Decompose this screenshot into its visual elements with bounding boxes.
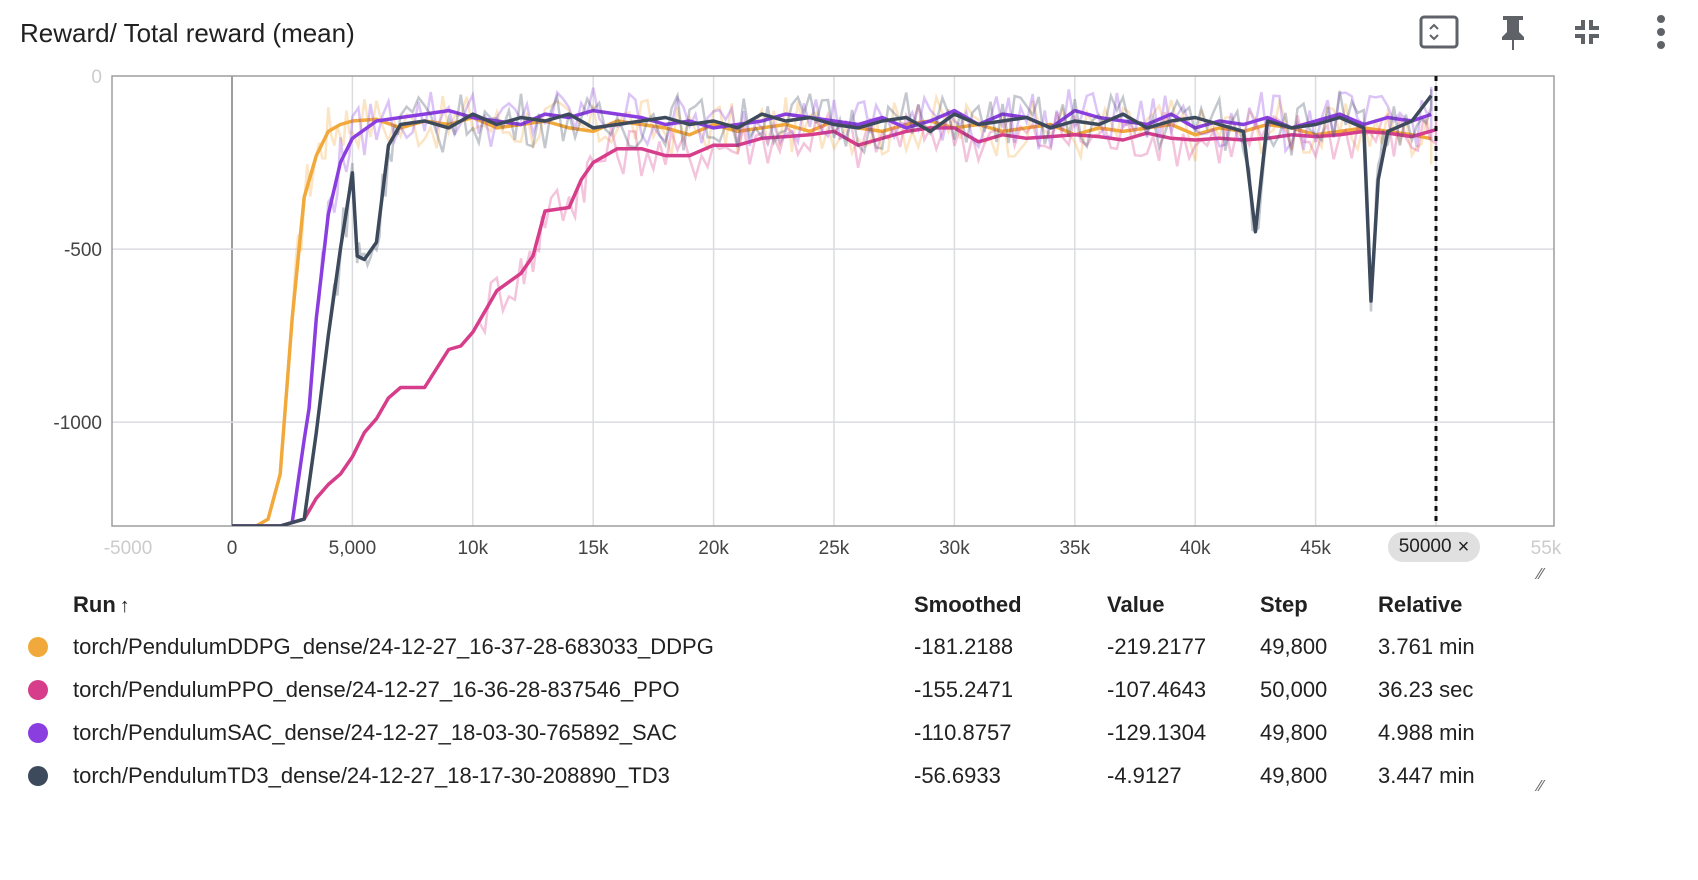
table-row[interactable]: torch/PendulumSAC_dense/24-12-27_18-03-3… — [20, 711, 1528, 754]
chart-toolbar — [1402, 12, 1698, 52]
table-row[interactable]: torch/PendulumPPO_dense/24-12-27_16-36-2… — [20, 668, 1528, 711]
series-group — [232, 104, 1438, 526]
x-tick-label: 5,000 — [329, 538, 377, 559]
collapse-icon — [1575, 20, 1599, 44]
pin-icon — [1502, 16, 1524, 50]
x-tick-label: 25k — [819, 538, 850, 559]
run-header-label: Run — [73, 592, 116, 617]
series-raw-line — [232, 86, 1433, 526]
run-color-dot — [28, 765, 48, 786]
line-chart[interactable]: 0 -500 -1000 -5000 0 5,000 10k 15k 20k 25k 30k 35k 4… — [0, 68, 1698, 568]
smoothed-column-header[interactable]: Smoothed — [914, 592, 1022, 617]
x-tick-label: 15k — [578, 538, 609, 559]
resize-handle-icon[interactable]: ⁄⁄ — [1538, 566, 1544, 583]
raw-value: -129.1304 — [1107, 719, 1207, 745]
series-line[interactable] — [232, 115, 1432, 527]
value-column-header[interactable]: Value — [1107, 592, 1165, 617]
relative-time: 3.447 min — [1378, 762, 1475, 788]
step-column-header[interactable]: Step — [1260, 592, 1308, 617]
smoothed-value: -56.6933 — [914, 762, 1001, 788]
smoothed-value: -110.8757 — [914, 719, 1012, 745]
step-value: 49,800 — [1260, 762, 1328, 788]
runs-table: Run ↑ Smoothed Value Step Relative torch/… — [20, 585, 1528, 797]
raw-value: -4.9127 — [1107, 762, 1182, 788]
run-name: torch/PendulumPPO_dense/24-12-27_16-36-2… — [73, 676, 680, 702]
run-color-dot — [28, 636, 48, 657]
step-value: 49,800 — [1260, 633, 1328, 659]
x-tick-label: 35k — [1059, 538, 1090, 559]
series-line[interactable] — [232, 94, 1433, 526]
x-tick-label: 20k — [698, 538, 729, 559]
run-column-header[interactable]: Run ↑ — [73, 585, 914, 625]
raw-value: -219.2177 — [1107, 633, 1207, 659]
run-name: torch/PendulumDDPG_dense/24-12-27_16-37-… — [73, 633, 714, 659]
resize-handle-icon[interactable]: ⁄⁄ — [1538, 778, 1544, 795]
chart-title: Reward/ Total reward (mean) — [20, 18, 355, 48]
step-value: 50,000 — [1260, 676, 1328, 702]
step-value: 49,800 — [1260, 719, 1328, 745]
color-header — [20, 585, 73, 625]
x-tick-label: 40k — [1180, 538, 1211, 559]
run-color-dot — [28, 679, 48, 700]
x-tick-label: 45k — [1300, 538, 1331, 559]
relative-time: 36.23 sec — [1378, 676, 1474, 702]
fit-domain-icon — [1419, 15, 1459, 49]
smoothed-value: -181.2188 — [914, 633, 1014, 659]
x-tick-label: 10k — [457, 538, 488, 559]
series-raw-line — [232, 89, 1433, 526]
collapse-button[interactable] — [1550, 12, 1624, 52]
raw-value: -107.4643 — [1107, 676, 1207, 702]
table-row[interactable]: torch/PendulumTD3_dense/24-12-27_18-17-3… — [20, 754, 1528, 797]
fit-domain-button[interactable] — [1402, 12, 1476, 52]
step-chip-label: 50000 — [1398, 536, 1452, 557]
table-row[interactable]: torch/PendulumDDPG_dense/24-12-27_16-37-… — [20, 625, 1528, 668]
run-name: torch/PendulumSAC_dense/24-12-27_18-03-3… — [73, 719, 678, 745]
relative-time: 3.761 min — [1378, 633, 1475, 659]
more-vert-icon — [1657, 15, 1665, 49]
y-tick-label: -1000 — [53, 413, 102, 434]
series-group — [232, 92, 1433, 527]
series-line[interactable] — [232, 126, 1437, 526]
plot-frame — [111, 75, 1555, 527]
table-header-row: Run ↑ Smoothed Value Step Relative — [20, 585, 1528, 625]
pin-button[interactable] — [1476, 12, 1550, 52]
series-group — [232, 86, 1433, 526]
more-vert-button[interactable] — [1624, 12, 1698, 52]
run-name: torch/PendulumTD3_dense/24-12-27_18-17-3… — [73, 762, 670, 788]
run-color-dot — [28, 722, 48, 743]
series-group — [232, 89, 1433, 526]
series-raw-line — [232, 92, 1433, 526]
y-tick-label: 0 — [91, 68, 102, 88]
x-tick-label: 30k — [939, 538, 970, 559]
x-tick-label: 0 — [227, 538, 238, 559]
sort-arrow-icon: ↑ — [119, 595, 130, 617]
relative-time: 4.988 min — [1378, 719, 1475, 745]
relative-column-header[interactable]: Relative — [1378, 592, 1463, 617]
y-tick-label: -500 — [64, 240, 102, 261]
smoothed-value: -155.2471 — [914, 676, 1014, 702]
close-icon[interactable]: × — [1457, 536, 1470, 558]
step-cursor-chip[interactable]: 50000 × — [1388, 532, 1480, 562]
x-tick-label: 55k — [1531, 538, 1562, 559]
x-tick-label: -5000 — [104, 538, 153, 559]
series-line[interactable] — [232, 108, 1432, 526]
